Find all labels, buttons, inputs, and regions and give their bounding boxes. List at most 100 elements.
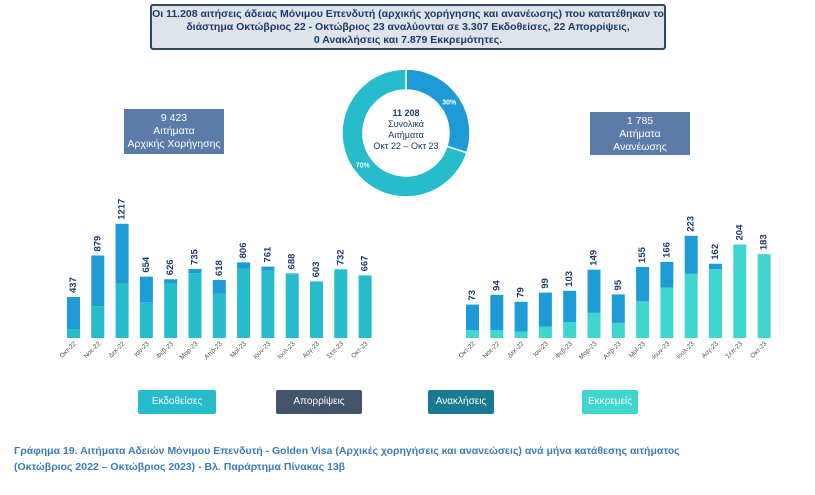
right-value-label-3: 99	[540, 278, 551, 289]
callout-initial-line1: Αιτήματα	[153, 125, 195, 137]
left-bar-top-9	[285, 273, 299, 275]
right-tick-label-11: Σεπ-23	[725, 340, 745, 360]
right-bar-bottom-2	[514, 331, 528, 338]
right-tick-label-4: Φεβ-23	[554, 340, 574, 360]
donut-center-line1: Συνολικά	[388, 119, 424, 129]
donut-center-line3: Οκτ 22 – Οκτ 23	[373, 141, 438, 151]
left-tick-label-10: Αυγ-23	[301, 340, 321, 360]
left-tick-label-8: Ιουν-23	[252, 340, 273, 361]
callout-renewal-line1: Αιτήματα	[619, 128, 661, 140]
right-value-label-4: 103	[564, 271, 575, 287]
right-bar-bottom-12	[757, 254, 771, 338]
right-bar-bottom-0	[466, 330, 479, 338]
right-bar-bottom-7	[636, 301, 650, 338]
left-bar-bottom-2	[115, 283, 129, 338]
right-value-label-2: 79	[516, 287, 527, 298]
figure-caption: Γράφημα 19. Αιτήματα Αδειών Μόνιμου Επεν…	[14, 443, 809, 475]
left-bar-top-4	[164, 279, 178, 284]
left-bar-bottom-10	[310, 281, 323, 338]
left-bar-bottom-6	[212, 293, 226, 338]
donut-center-line2: Αιτήματα	[388, 130, 424, 140]
callout-initial-grant: 9 423 Αιτήματα Αρχικής Χορήγησης	[124, 109, 224, 154]
left-tick-label-12: Οκτ-23	[350, 340, 370, 360]
right-bar-top-9	[684, 235, 698, 274]
left-bar-bottom-9	[285, 274, 299, 338]
right-value-label-1: 94	[491, 280, 502, 291]
donut-center-value: 11 208	[392, 108, 419, 118]
callout-initial-line2: Αρχικής Χορήγησης	[127, 138, 221, 150]
left-value-label-9: 688	[287, 254, 298, 270]
left-tick-label-2: Δεκ-22	[107, 340, 126, 359]
donut-slice-0	[341, 68, 468, 198]
right-bar-top-4	[563, 290, 577, 322]
right-bar-bottom-3	[538, 326, 552, 338]
left-tick-label-7: Μαΐ-23	[228, 339, 248, 359]
left-value-label-4: 626	[165, 259, 176, 275]
left-bar-top-5	[188, 269, 202, 274]
right-bar-top-10	[709, 263, 722, 270]
left-tick-label-5: Μαρ-23	[179, 340, 200, 361]
summary-box: Οι 11.208 αιτήσεις άδειας Μόνιμου Επενδυ…	[150, 4, 666, 50]
right-tick-label-1: Νοε-22	[482, 340, 502, 360]
left-tick-label-6: Απρ-23	[203, 340, 224, 361]
donut-chart: 30% 70%	[341, 68, 471, 198]
right-bar-top-6	[611, 294, 625, 323]
legend-pending: Εκκρεμείς	[582, 390, 638, 414]
left-value-label-12: 667	[360, 256, 371, 272]
right-bar-top-1	[490, 294, 504, 331]
left-bar-top-2	[115, 223, 129, 284]
right-value-label-11: 204	[734, 224, 745, 241]
left-bar-top-3	[139, 276, 153, 303]
right-bar-top-0	[466, 304, 479, 331]
right-tick-label-2: Δεκ-22	[506, 340, 525, 359]
left-bar-bottom-3	[139, 302, 153, 338]
callout-renewal: 1 785 Αιτήματα Ανανέωσης	[590, 112, 690, 155]
left-bar-bottom-7	[237, 268, 251, 338]
right-tick-label-8: Ιουν-23	[651, 340, 672, 361]
left-tick-label-1: Νοε-22	[83, 340, 103, 360]
right-tick-label-3: Ιαν-23	[532, 340, 550, 358]
left-value-label-7: 806	[238, 243, 249, 259]
left-bar-top-0	[67, 296, 80, 330]
donut-center: 11 208 Συνολικά Αιτήματα Οκτ 22 – Οκτ 23	[373, 108, 438, 151]
right-value-label-7: 155	[637, 246, 648, 263]
right-tick-label-12: Οκτ-23	[749, 340, 769, 360]
left-value-label-0: 437	[68, 277, 79, 293]
right-bar-top-3	[538, 292, 552, 327]
right-bar-top-2	[514, 301, 528, 332]
donut-slice-label-0: 70%	[356, 162, 371, 169]
renewal-bar-chart: 73 Οκτ-22 94 Νοε-22 79 Δεκ-22 99 Ιαν-23 103 Φεβ-2…	[458, 216, 771, 361]
right-bar-top-8	[660, 261, 674, 288]
caption-line-1: Γράφημα 19. Αιτήματα Αδειών Μόνιμου Επεν…	[14, 445, 680, 457]
left-value-label-2: 1217	[117, 199, 128, 220]
right-value-label-12: 183	[759, 234, 770, 250]
legend-issued: Εκδοθείσες	[138, 390, 216, 414]
right-value-label-6: 95	[613, 279, 624, 290]
left-value-label-6: 618	[214, 260, 225, 276]
right-tick-label-0: Οκτ-22	[458, 340, 478, 360]
right-bar-bottom-8	[660, 287, 674, 338]
left-tick-label-11: Σεπ-23	[326, 340, 346, 360]
right-tick-label-5: Μαρ-23	[578, 340, 599, 361]
right-value-label-9: 223	[686, 216, 697, 232]
right-bar-bottom-10	[709, 269, 722, 338]
right-bar-bottom-11	[733, 244, 747, 338]
left-bar-top-1	[91, 255, 105, 307]
caption-line-2: (Οκτώβριος 2022 – Οκτώβριος 2023) - Βλ. …	[14, 461, 346, 473]
right-tick-label-9: Ιουλ-23	[675, 340, 696, 361]
left-bar-bottom-0	[67, 329, 80, 338]
left-tick-label-9: Ιουλ-23	[276, 340, 297, 361]
left-value-label-8: 761	[262, 246, 273, 263]
right-tick-label-10: Αυγ-23	[700, 340, 720, 360]
initial-grant-bar-chart: 437 Οκτ-22 879 Νοε-22 1217 Δεκ-22 654 Ιαν-23 626…	[59, 199, 372, 361]
left-bar-bottom-12	[358, 275, 372, 338]
right-bar-top-5	[587, 269, 601, 313]
right-bar-bottom-6	[611, 322, 625, 338]
right-bar-bottom-4	[563, 321, 577, 338]
left-bar-top-7	[237, 262, 251, 269]
left-tick-label-3: Ιαν-23	[133, 340, 151, 358]
right-value-label-0: 73	[467, 290, 478, 301]
left-value-label-10: 603	[311, 262, 322, 278]
summary-line-2: διάστημα Οκτώβριος 22 - Οκτώβριος 23 ανα…	[186, 21, 630, 33]
